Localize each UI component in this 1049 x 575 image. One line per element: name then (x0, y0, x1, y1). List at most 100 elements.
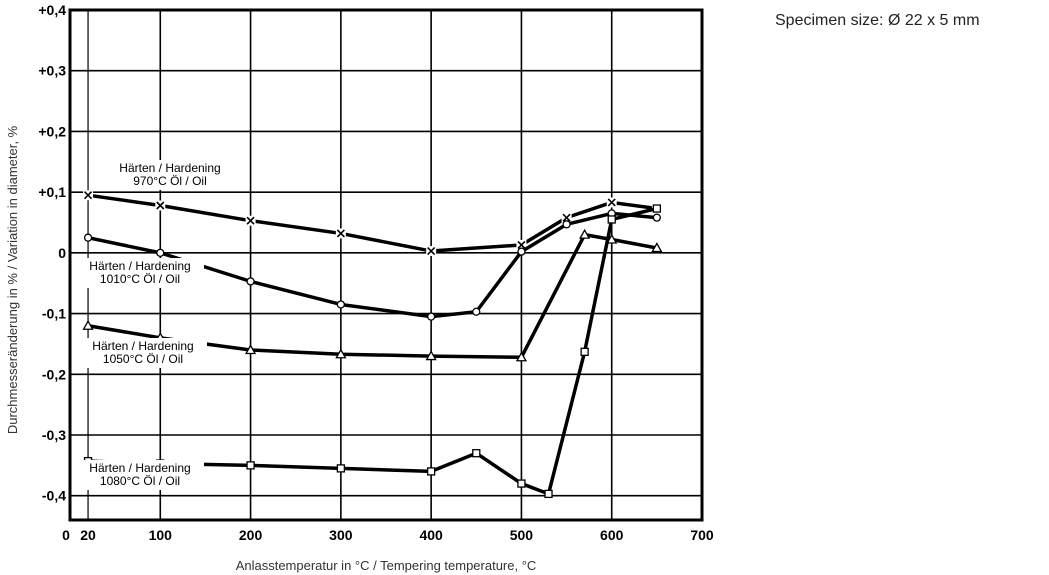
marker-x (246, 216, 255, 225)
marker-circle (336, 300, 346, 309)
marker-circle (246, 277, 255, 286)
marker-circle (472, 307, 481, 316)
marker-square (607, 215, 616, 224)
y-tick-label: -0,1 (42, 306, 66, 322)
data-point-square (472, 449, 481, 458)
marker-square (246, 461, 255, 470)
data-point-circle (83, 233, 93, 242)
y-tick-label: +0,4 (38, 2, 66, 18)
y-tick-label: -0,3 (42, 427, 66, 443)
data-point-square (426, 467, 436, 476)
marker-square (652, 204, 662, 213)
data-point-circle (472, 307, 481, 316)
data-point-square (544, 489, 553, 499)
data-point-square (246, 461, 255, 470)
marker-circle (156, 248, 165, 258)
series-label-bg (79, 338, 207, 368)
x-tick-label: 400 (419, 527, 443, 543)
data-point-square (517, 479, 526, 488)
marker-x (607, 198, 616, 207)
data-point-triangle (579, 228, 591, 239)
marker-x (156, 201, 165, 210)
data-point-x (561, 212, 572, 223)
data-point-triangle (425, 350, 437, 361)
x-tick-label: 700 (690, 527, 714, 543)
data-point-x (516, 239, 527, 250)
data-point-square (652, 204, 662, 213)
marker-circle (426, 312, 436, 321)
marker-triangle (579, 228, 591, 239)
specimen-size-note: Specimen size: Ø 22 x 5 mm (775, 12, 980, 29)
data-point-circle (562, 220, 571, 229)
marker-circle (517, 247, 526, 256)
data-point-circle (652, 213, 662, 222)
marker-x (83, 191, 93, 200)
marker-square (544, 489, 553, 499)
series-label-text: Härten / Hardening (89, 461, 190, 475)
x-axis-label: Anlasstemperatur in °C / Tempering tempe… (236, 558, 537, 573)
marker-triangle (82, 319, 94, 330)
x-tick-label: 20 (80, 527, 96, 543)
marker-x (336, 229, 345, 238)
marker-triangle (244, 344, 257, 355)
data-point-x (83, 190, 94, 201)
y-axis-label: Durchmesseränderung in % / Variation in … (5, 125, 20, 434)
data-point-square (336, 464, 346, 473)
marker-square (472, 449, 481, 458)
series-label-text: Härten / Hardening (89, 259, 190, 273)
data-point-square (607, 215, 616, 224)
data-point-circle (156, 248, 165, 258)
series-label-bg (106, 160, 234, 190)
data-point-circle (426, 312, 436, 321)
data-point-x (426, 246, 437, 257)
plot-frame (68, 8, 704, 522)
data-point-triangle (651, 242, 663, 253)
data-point-x (335, 228, 346, 239)
series-label-text: Härten / Hardening (119, 161, 220, 175)
marker-triangle (425, 350, 437, 361)
y-tick-label: -0,4 (42, 488, 66, 504)
marker-circle (562, 220, 571, 229)
x-tick-label: 500 (510, 527, 534, 543)
x-tick-label: 200 (239, 527, 263, 543)
data-point-triangle (335, 348, 347, 359)
x-tick-label: 300 (329, 527, 353, 543)
series-label-bg (76, 460, 204, 490)
y-tick-label: 0 (58, 245, 66, 261)
data-point-triangle (515, 351, 528, 362)
series-label-text: Härten / Hardening (92, 339, 193, 353)
marker-x (427, 246, 436, 256)
data-point-circle (517, 247, 526, 256)
data-point-x (606, 197, 617, 208)
marker-circle (652, 213, 662, 222)
marker-square (426, 467, 436, 476)
series-label-text: 1050°C Öl / Oil (103, 352, 183, 366)
x-tick-label: 100 (149, 527, 173, 543)
marker-x (517, 240, 526, 250)
data-point-triangle (82, 319, 94, 330)
y-tick-label: +0,1 (38, 184, 66, 200)
series-label-text: 970°C Öl / Oil (133, 174, 207, 188)
marker-square (336, 464, 346, 473)
marker-square (580, 347, 589, 356)
marker-triangle (335, 348, 347, 359)
x-tick-label: 0 (62, 527, 70, 543)
series-line-circle (86, 211, 659, 319)
data-point-circle (336, 300, 346, 309)
data-point-x (245, 215, 256, 226)
series-label-text: 1080°C Öl / Oil (100, 474, 180, 488)
marker-square (517, 479, 526, 488)
data-point-circle (246, 277, 255, 286)
series-label-bg (76, 258, 204, 288)
marker-x (562, 213, 571, 222)
x-tick-label: 600 (600, 527, 624, 543)
marker-triangle (651, 242, 663, 253)
series-label-text: 1010°C Öl / Oil (100, 272, 180, 286)
y-tick-label: +0,3 (38, 63, 66, 79)
data-point-x (155, 200, 166, 211)
marker-triangle (515, 351, 528, 362)
y-tick-label: +0,2 (38, 123, 66, 139)
data-point-square (580, 347, 589, 356)
marker-circle (83, 233, 93, 242)
